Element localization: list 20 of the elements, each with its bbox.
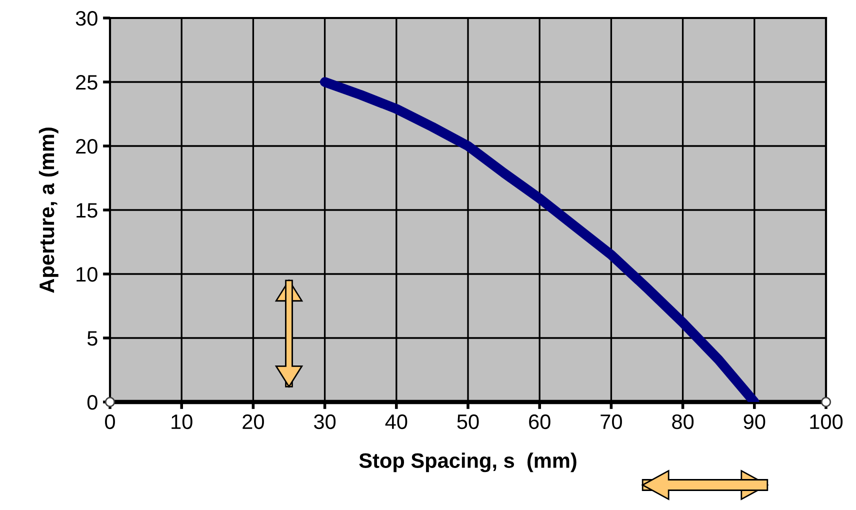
y-tick-label: 5 bbox=[87, 331, 98, 346]
y-tick-label: 30 bbox=[76, 11, 98, 26]
x-tick-label: 90 bbox=[744, 414, 766, 430]
x-tick-label: 100 bbox=[810, 414, 843, 430]
y-axis-title: Aperture, a (mm) bbox=[38, 128, 58, 293]
x-tick-label: 10 bbox=[172, 414, 192, 430]
y-tick-label: 15 bbox=[76, 203, 98, 218]
x-tick-label: 70 bbox=[600, 414, 622, 430]
y-tick-label: 10 bbox=[76, 267, 98, 282]
y-tick-label: 25 bbox=[76, 75, 98, 90]
x-tick-label: 60 bbox=[529, 414, 550, 430]
x-tick-label: 30 bbox=[314, 414, 336, 430]
x-axis-title: Stop Spacing, s (mm) bbox=[359, 452, 576, 472]
x-tick-label: 0 bbox=[105, 414, 115, 430]
x-tick-label: 20 bbox=[242, 414, 264, 430]
x-tick-label: 80 bbox=[672, 414, 694, 430]
y-tick-label: 20 bbox=[76, 139, 98, 154]
x-tick-label: 50 bbox=[457, 414, 479, 430]
y-tick-label: 0 bbox=[87, 395, 98, 410]
x-tick-label: 40 bbox=[385, 414, 408, 430]
